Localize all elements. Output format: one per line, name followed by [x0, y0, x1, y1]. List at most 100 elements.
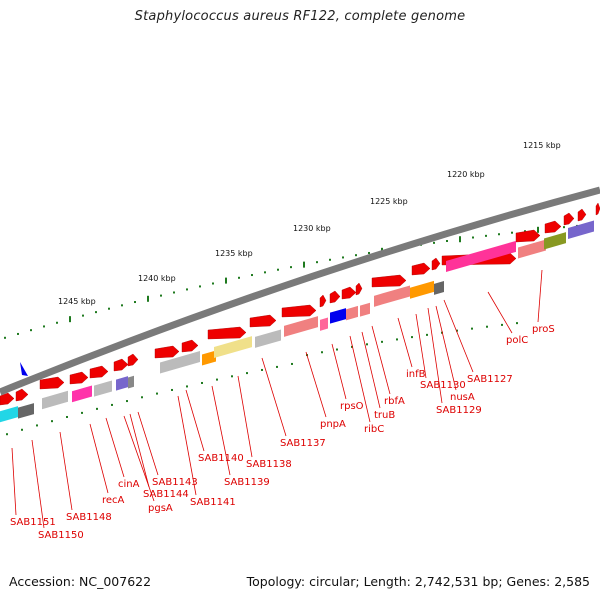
- gene-label[interactable]: SAB1140: [198, 453, 244, 464]
- gene-label[interactable]: SAB1138: [246, 459, 292, 470]
- gene-arrow[interactable]: [249, 314, 277, 328]
- gene-arrow[interactable]: [69, 371, 89, 385]
- gene-block[interactable]: [410, 280, 434, 299]
- gene-block[interactable]: [568, 220, 594, 239]
- gene-block[interactable]: [255, 329, 281, 348]
- gene-block[interactable]: [374, 285, 410, 307]
- gene-label[interactable]: nusA: [450, 392, 475, 403]
- gene-block[interactable]: [116, 376, 128, 391]
- leader-line: [211, 385, 231, 476]
- scale-dot: [277, 268, 279, 271]
- gene-block[interactable]: [202, 350, 216, 366]
- gene-label[interactable]: SAB1137: [280, 438, 326, 449]
- gene-block[interactable]: [214, 336, 252, 358]
- scale-dot: [82, 314, 84, 317]
- inner-scale-dot: [291, 362, 293, 365]
- inner-scale-dot: [51, 420, 53, 423]
- gene-label[interactable]: SAB1150: [38, 530, 84, 541]
- gene-arrow[interactable]: [113, 358, 129, 372]
- gene-label[interactable]: proS: [532, 324, 555, 335]
- gene-block[interactable]: [284, 316, 318, 337]
- gene-label[interactable]: SAB1139: [224, 477, 270, 488]
- gene-block[interactable]: [160, 351, 200, 374]
- leader-line: [123, 415, 155, 502]
- inner-scale-dot: [231, 375, 233, 378]
- gene-arrow[interactable]: [181, 339, 199, 353]
- gene-label[interactable]: SAB1144: [143, 489, 189, 500]
- gene-arrow[interactable]: [595, 202, 600, 216]
- gene-label[interactable]: cinA: [118, 479, 140, 490]
- genome-summary: Topology: circular; Length: 2,742,531 bp…: [246, 574, 590, 589]
- gene-arrow[interactable]: [0, 392, 15, 406]
- gene-arrow[interactable]: [544, 220, 562, 234]
- gene-block[interactable]: [320, 317, 328, 331]
- gene-block[interactable]: [330, 308, 346, 324]
- gene-block[interactable]: [346, 305, 358, 321]
- gene-label[interactable]: recA: [102, 495, 125, 506]
- gene-block[interactable]: [518, 239, 546, 259]
- gene-label[interactable]: SAB1127: [467, 374, 513, 385]
- gene-arrow[interactable]: [371, 274, 407, 288]
- gene-arrow[interactable]: [319, 294, 327, 308]
- leader-line: [237, 375, 253, 458]
- gene-label[interactable]: truB: [374, 410, 395, 421]
- gene-label[interactable]: ribC: [364, 424, 384, 435]
- gene-arrow[interactable]: [355, 282, 363, 296]
- gene-label[interactable]: SAB1143: [152, 477, 198, 488]
- gene-block[interactable]: [446, 240, 516, 272]
- gene-label[interactable]: rbfA: [384, 396, 405, 407]
- inner-scale-dot: [186, 385, 188, 388]
- gene-label[interactable]: pgsA: [148, 503, 173, 514]
- gene-label[interactable]: SAB1151: [10, 517, 56, 528]
- leader-line: [537, 269, 543, 323]
- gene-block[interactable]: [94, 380, 112, 397]
- inner-scale-dot: [201, 381, 203, 384]
- inner-scale-dot: [6, 433, 8, 436]
- navigator-arrow-icon[interactable]: [20, 362, 28, 376]
- gene-label[interactable]: polC: [506, 335, 528, 346]
- gene-arrow[interactable]: [89, 365, 109, 379]
- scale-dot: [56, 321, 58, 324]
- kbp-labels: 1245 kbp 1240 kbp 1235 kbp 1230 kbp 1225 kbp…: [58, 141, 561, 306]
- leader-line: [427, 307, 443, 404]
- gene-arrow[interactable]: [154, 345, 180, 359]
- scale-major-tick: [537, 226, 539, 233]
- gene-arrow[interactable]: [515, 229, 541, 243]
- gene-label[interactable]: SAB1148: [66, 512, 112, 523]
- gene-arrow[interactable]: [341, 286, 357, 300]
- gene-label[interactable]: infB: [406, 369, 426, 380]
- gene-block[interactable]: [360, 302, 370, 317]
- gene-arrow[interactable]: [431, 257, 441, 271]
- inner-scale-dot: [96, 407, 98, 410]
- gene-arrow[interactable]: [329, 290, 341, 304]
- gene-block[interactable]: [128, 375, 134, 389]
- gene-arrow[interactable]: [577, 208, 587, 222]
- gene-block[interactable]: [42, 390, 68, 410]
- gene-block[interactable]: [18, 403, 34, 419]
- gene-block[interactable]: [72, 385, 92, 403]
- gene-block[interactable]: [544, 232, 566, 250]
- scale-dot: [251, 274, 253, 277]
- leader-line: [129, 413, 150, 488]
- scale-dot: [472, 236, 474, 239]
- scale-dot: [173, 291, 175, 294]
- gene-arrow[interactable]: [39, 376, 65, 390]
- gene-label[interactable]: SAB1141: [190, 497, 236, 508]
- gene-label[interactable]: SAB1130: [420, 380, 466, 391]
- gene-label[interactable]: SAB1129: [436, 405, 482, 416]
- gene-arrow[interactable]: [411, 262, 431, 276]
- gene-arrow[interactable]: [15, 388, 29, 402]
- gene-arrow[interactable]: [281, 304, 317, 318]
- kbp-label: 1240 kbp: [138, 274, 176, 283]
- leader-line: [105, 417, 125, 478]
- gene-arrow[interactable]: [563, 212, 575, 226]
- gene-block[interactable]: [0, 406, 18, 423]
- scale-major-tick: [459, 236, 461, 243]
- gene-arrow[interactable]: [207, 326, 247, 340]
- gene-arrow[interactable]: [127, 353, 139, 367]
- scale-major-tick: [225, 277, 227, 284]
- gene-label[interactable]: rpsO: [340, 401, 364, 412]
- gene-block[interactable]: [434, 281, 444, 295]
- gene-label[interactable]: pnpA: [320, 419, 346, 430]
